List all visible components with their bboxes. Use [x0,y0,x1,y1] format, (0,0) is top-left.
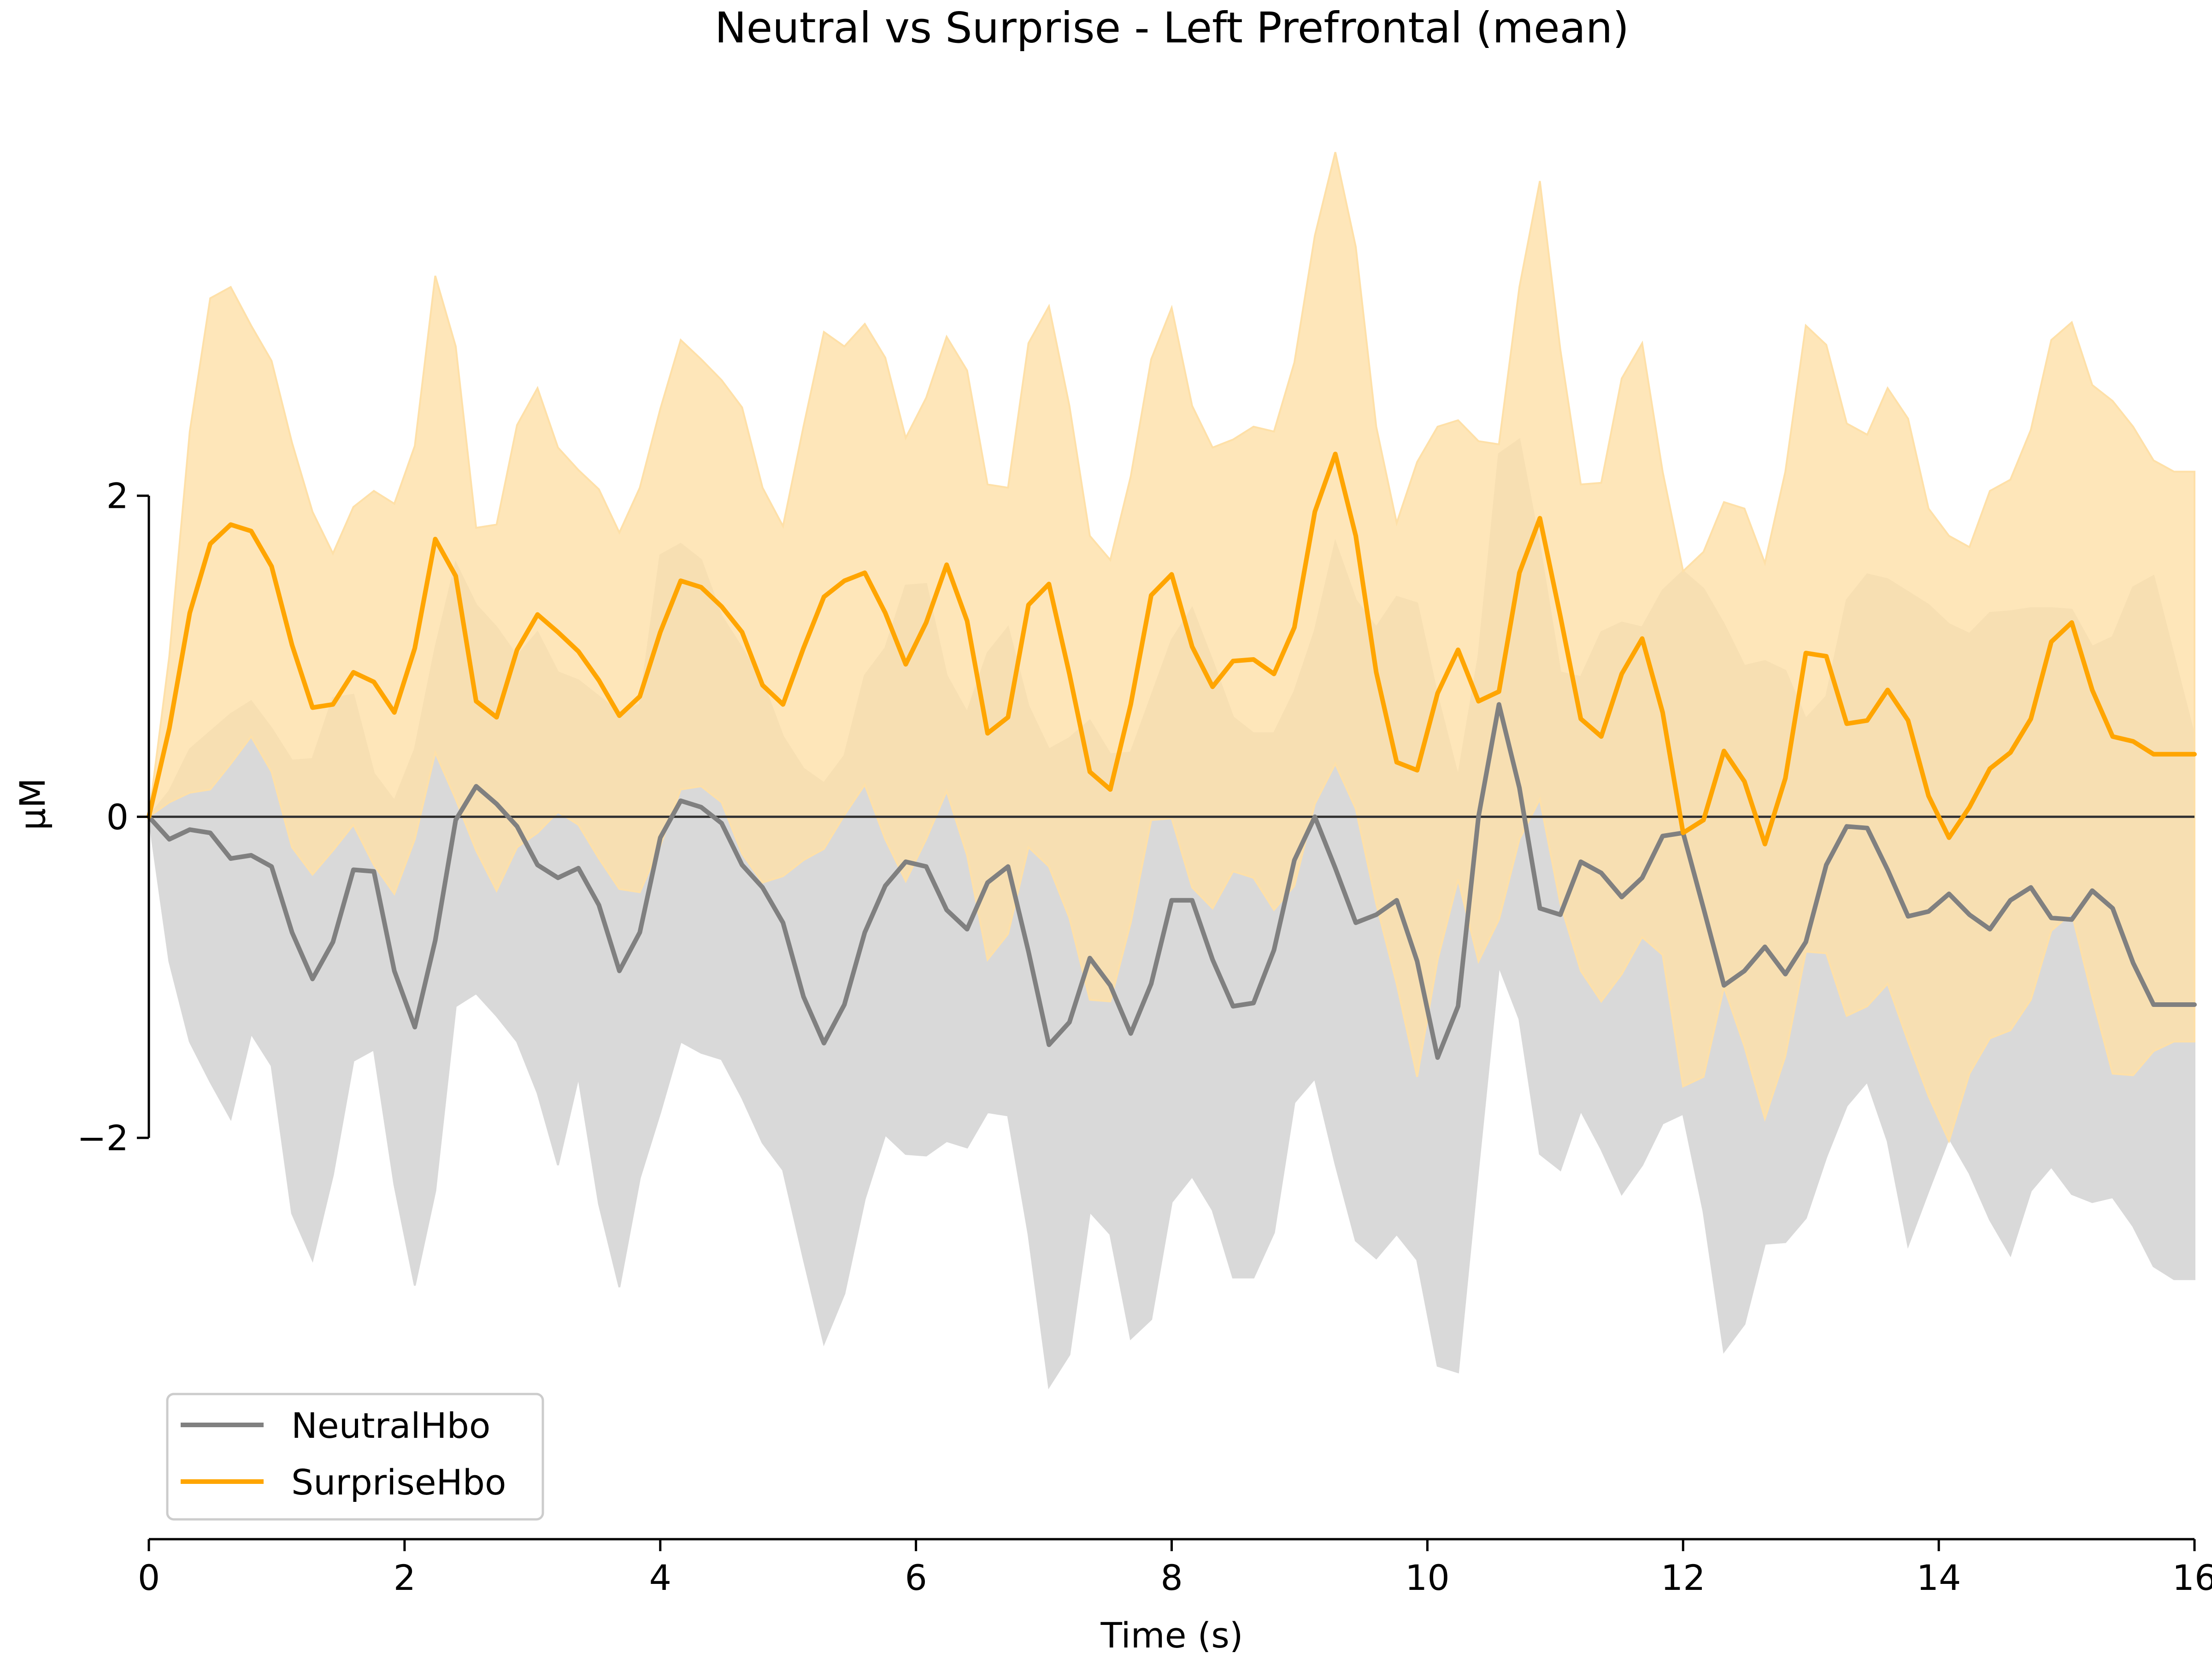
y-tick-label: 2 [106,476,129,517]
x-tick-label: 16 [2172,1557,2212,1598]
y-tick-label: 0 [106,796,129,837]
chart-title: Neutral vs Surprise - Left Prefrontal (m… [715,3,1629,53]
y-tick-label: −2 [77,1118,129,1159]
legend-label-surprise: SurpriseHbo [291,1462,506,1503]
x-tick-label: 10 [1405,1557,1450,1598]
y-axis-label: µM [12,778,53,830]
band-surprise [147,152,2195,1144]
x-tick-label: 14 [1917,1557,1961,1598]
series-line-surprise [147,452,2197,847]
x-tick-label: 12 [1661,1557,1706,1598]
x-axis-label: Time (s) [1100,1615,1243,1656]
y-axis: 2 0 −2 [77,476,150,1159]
series-lines [147,452,2197,1060]
x-tick-label: 6 [905,1557,927,1598]
x-tick-label: 8 [1160,1557,1182,1598]
x-axis: 0 2 4 6 8 10 12 14 16 [138,1538,2212,1598]
series-line-neutral [147,702,2197,1060]
legend-label-neutral: NeutralHbo [291,1405,490,1446]
legend: NeutralHbo SurpriseHbo [166,1393,544,1521]
confidence-bands [147,152,2195,1389]
x-tick-label: 4 [649,1557,671,1598]
x-tick-label: 0 [138,1557,160,1598]
x-tick-label: 2 [394,1557,416,1598]
